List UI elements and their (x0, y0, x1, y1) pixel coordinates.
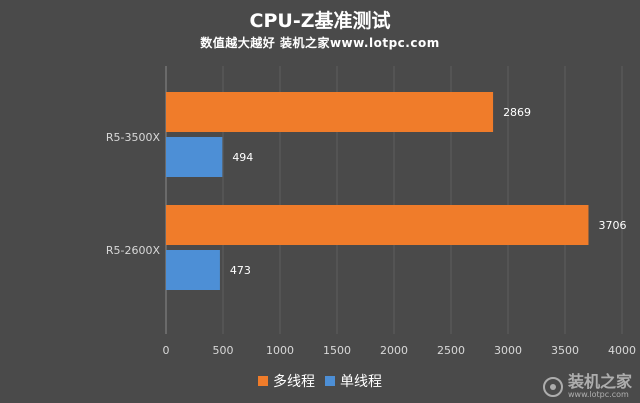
bar-singlethread (166, 137, 223, 177)
legend-swatch-singlethread (325, 376, 335, 386)
category-label: R5-2600X (106, 244, 161, 257)
watermark-icon (542, 376, 563, 397)
data-label: 494 (232, 151, 253, 164)
x-tick-label: 3000 (494, 344, 522, 357)
bar-singlethread (166, 250, 220, 290)
legend-item-singlethread: 单线程 (325, 371, 382, 391)
labels: 0 500 1000 1500 2000 2500 3000 3500 4000 R5-3500X… (106, 106, 636, 357)
chart-subtitle: 数值越大越好 装机之家www.lotpc.com (200, 36, 440, 50)
data-label: 473 (230, 264, 251, 277)
x-tick-label: 2000 (380, 344, 408, 357)
watermark-logo: 装机之家 www.lotpc.com (542, 374, 632, 399)
x-tick-label: 0 (163, 344, 170, 357)
category-label: R5-3500X (106, 131, 161, 144)
bars (166, 92, 589, 290)
x-tick-label: 3500 (551, 344, 579, 357)
bar-multithread (166, 205, 589, 245)
x-tick-label: 1500 (323, 344, 351, 357)
data-label: 3706 (598, 219, 626, 232)
x-tick-label: 1000 (266, 344, 294, 357)
legend-label-multithread: 多线程 (273, 374, 315, 390)
x-tick-label: 4000 (608, 344, 636, 357)
legend-item-multithread: 多线程 (258, 371, 315, 391)
x-tick-label: 500 (213, 344, 234, 357)
watermark-text: 装机之家 (567, 372, 632, 391)
legend: 多线程 单线程 (0, 371, 640, 391)
x-tick-label: 2500 (437, 344, 465, 357)
chart-title: CPU-Z基准测试 (249, 10, 391, 32)
legend-label-singlethread: 单线程 (340, 374, 382, 390)
watermark-url: www.lotpc.com (567, 390, 629, 399)
legend-swatch-multithread (258, 376, 268, 386)
data-label: 2869 (503, 106, 531, 119)
bar-multithread (166, 92, 494, 132)
